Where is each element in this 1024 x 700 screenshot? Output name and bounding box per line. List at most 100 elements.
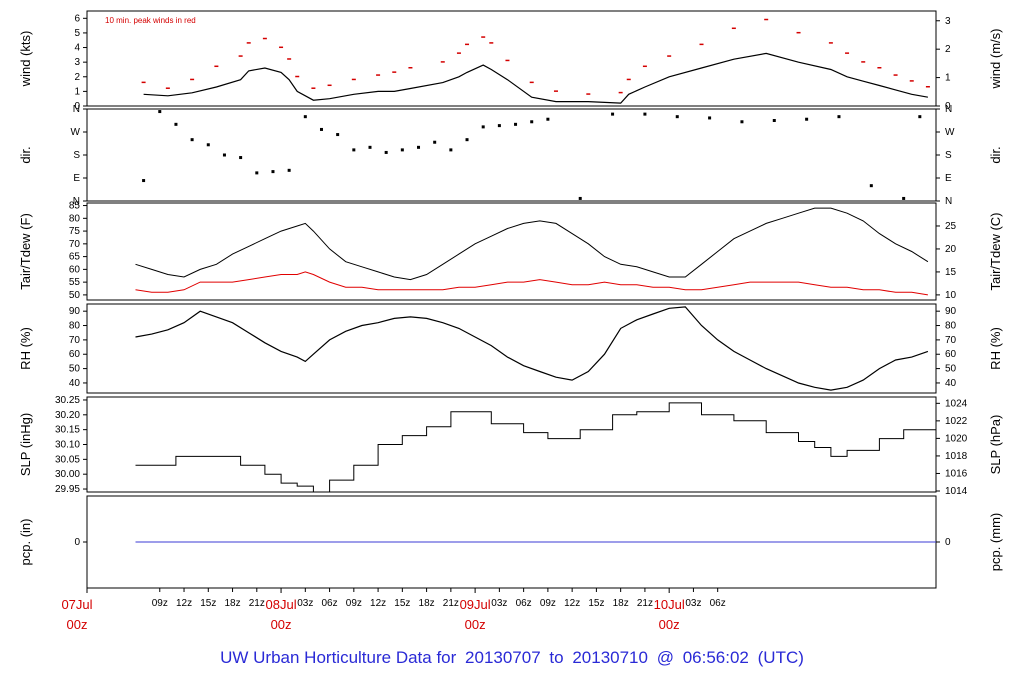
ytick-label-temp: 85 [69, 201, 81, 212]
peak-mark [529, 81, 534, 84]
xtick-label: 06z [710, 598, 726, 609]
dir-point [497, 124, 501, 128]
peak-mark [246, 42, 251, 44]
ytick-label-rh: 60 [69, 349, 81, 360]
ylabel-right-pcp: pcp. (mm) [988, 513, 1003, 572]
ylabel-right-temp: Tair/Tdew (C) [988, 212, 1003, 290]
ytick-label-rh: 70 [69, 335, 81, 346]
ytick-label-dir: N [73, 104, 80, 115]
ytick-right-label-slp: 1020 [945, 433, 968, 444]
dir-point [837, 115, 841, 119]
ytick-right-label-rh: 80 [945, 321, 957, 332]
peak-mark [408, 67, 413, 69]
dir-point [336, 133, 340, 137]
peak-mark [586, 93, 591, 95]
ytick-label-rh: 90 [69, 306, 81, 317]
dir-point [546, 117, 550, 121]
peak-mark [796, 31, 801, 34]
ytick-label-temp: 80 [69, 213, 81, 224]
peak-mark [279, 46, 284, 49]
dir-point [449, 148, 453, 152]
dir-point [772, 119, 776, 122]
ytick-label-pcp: 0 [74, 537, 80, 548]
peak-mark [295, 75, 300, 78]
ytick-label-rh: 80 [69, 321, 81, 332]
xtick-label: 18z [613, 598, 629, 609]
ytick-right-label-dir: N [945, 196, 952, 207]
ytick-label-rh: 40 [69, 378, 81, 389]
ytick-right-label-slp: 1022 [945, 416, 968, 427]
ytick-label-slp: 30.10 [55, 440, 80, 451]
series-tair [135, 207, 929, 281]
ytick-right-label-temp: 25 [945, 221, 957, 232]
ytick-label-wind: 2 [74, 72, 80, 83]
dir-point [287, 168, 291, 172]
ytick-label-temp: 75 [69, 226, 81, 237]
panel-frame-temp [86, 202, 937, 301]
peak-mark [465, 43, 470, 46]
dir-point [158, 110, 162, 114]
series-rh [135, 306, 929, 391]
ytick-right-label-dir: E [945, 173, 952, 184]
ytick-label-rh: 50 [69, 364, 81, 375]
ytick-label-temp: 60 [69, 264, 81, 275]
peak-mark [861, 61, 866, 63]
ytick-right-label-temp: 20 [945, 244, 957, 255]
peak-mark [311, 87, 316, 89]
xtick-label: 03z [685, 598, 701, 609]
xtick-label: 18z [224, 598, 240, 609]
peak-mark [481, 36, 486, 38]
ytick-label-temp: 65 [69, 252, 81, 263]
peak-mark [553, 90, 558, 92]
ytick-label-slp: 30.20 [55, 410, 80, 421]
dir-point [902, 196, 906, 200]
ytick-right-label-slp: 1016 [945, 468, 968, 479]
ylabel-dir: dir. [18, 146, 33, 163]
peak-mark [287, 58, 292, 60]
ytick-label-temp: 50 [69, 290, 81, 301]
footer-joiner: to [549, 648, 564, 667]
ytick-right-label-pcp: 0 [945, 537, 951, 548]
ytick-label-slp: 30.25 [55, 395, 80, 406]
footer-prefix: UW Urban Horticulture Data for [220, 648, 457, 667]
ytick-label-dir: S [73, 150, 80, 161]
peak-mark [440, 61, 445, 63]
ytick-right-label-dir: S [945, 150, 952, 161]
date-label-hour: 00z [67, 617, 88, 632]
dir-point [530, 120, 534, 124]
peak-mark [327, 84, 332, 87]
dir-point [740, 120, 744, 124]
dir-point [611, 112, 615, 116]
dir-point [174, 122, 178, 126]
dir-point [400, 148, 404, 152]
ytick-right-label-temp: 15 [945, 267, 957, 278]
panel-frame-slp [86, 396, 937, 493]
dir-point [417, 145, 421, 149]
peak-mark [699, 43, 704, 46]
ytick-label-wind: 5 [74, 28, 80, 39]
xtick-label: 12z [564, 598, 580, 609]
footer-start-date: 20130707 [465, 648, 541, 667]
date-label-day: 10Jul [654, 597, 685, 612]
ytick-label-slp: 30.00 [55, 469, 80, 480]
xtick-label: 03z [297, 598, 313, 609]
date-label-hour: 00z [271, 617, 292, 632]
wind-annotation: 10 min. peak winds in red [105, 16, 196, 25]
xtick-label: 21z [249, 598, 265, 609]
series-tdew [135, 271, 928, 296]
peak-mark [626, 78, 631, 81]
ytick-label-slp: 29.95 [55, 484, 80, 495]
peak-mark [828, 42, 833, 44]
peak-mark [141, 81, 146, 84]
ytick-right-label-slp: 1018 [945, 451, 968, 462]
xtick-label: 12z [176, 598, 192, 609]
xtick-label: 09z [540, 598, 556, 609]
dir-point [222, 153, 226, 157]
dir-point [239, 156, 243, 160]
xtick-label: 06z [322, 598, 338, 609]
ytick-label-dir: W [71, 127, 81, 138]
ytick-right-label-wind: 1 [945, 73, 951, 84]
dir-point [255, 171, 259, 175]
ytick-right-label-slp: 1024 [945, 398, 968, 409]
